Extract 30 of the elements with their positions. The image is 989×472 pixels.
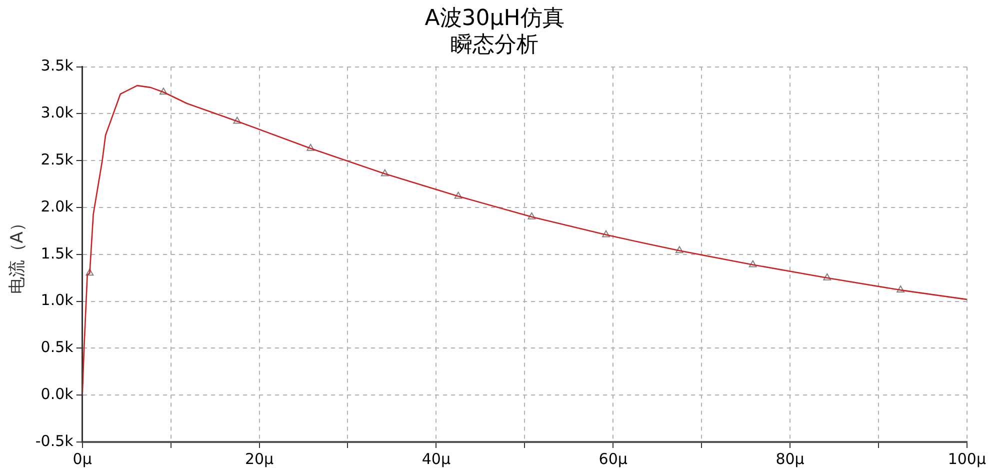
- point: [454, 192, 462, 199]
- y-tick-label: 2.5k: [40, 150, 74, 168]
- y-tick-label: -0.5k: [35, 432, 74, 450]
- y-axis-title: 电流（A）: [8, 214, 28, 294]
- point: [528, 212, 536, 220]
- point: [380, 169, 389, 176]
- y-tick-label: 3.5k: [40, 56, 74, 75]
- y-tick-label: 1.5k: [40, 244, 74, 262]
- y-tick-label: 2.0k: [40, 197, 74, 216]
- point: [160, 88, 168, 95]
- x-tick-label: 40μ: [422, 450, 451, 468]
- x-tick-label: 0μ: [72, 450, 92, 468]
- point: [675, 246, 684, 254]
- chart-title: A波30μH仿真: [424, 6, 564, 31]
- point: [306, 144, 315, 151]
- point: [233, 116, 242, 124]
- x-tick-label: 60μ: [598, 450, 628, 468]
- y-tick-label: 0.0k: [40, 384, 74, 403]
- y-tick-label: 0.5k: [40, 338, 74, 356]
- y-tick-label: 3.0k: [40, 104, 74, 122]
- x-tick-label: 100μ: [948, 450, 986, 468]
- point: [823, 273, 832, 280]
- point: [602, 230, 610, 238]
- point: [896, 286, 905, 293]
- y-tick-label: 1.0k: [40, 291, 74, 310]
- point: [86, 268, 94, 276]
- x-tick-label: 20μ: [244, 450, 274, 468]
- chart-subtitle: 瞬态分析: [450, 32, 538, 58]
- point: [748, 260, 757, 268]
- x-tick-label: 80μ: [776, 450, 805, 468]
